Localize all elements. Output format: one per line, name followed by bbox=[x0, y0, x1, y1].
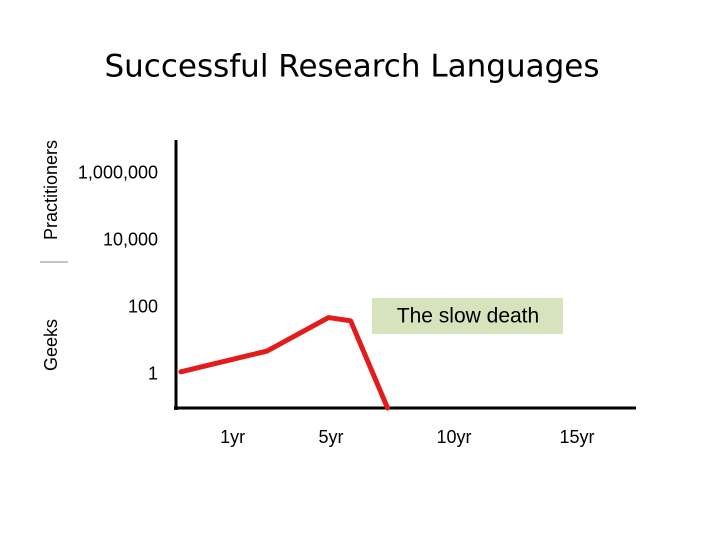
x-tick-label: 5yr bbox=[318, 427, 343, 447]
x-tick-label: 10yr bbox=[436, 427, 471, 447]
y-tick-label: 100 bbox=[128, 296, 158, 316]
y-group-label: Practitioners bbox=[41, 140, 61, 240]
line bbox=[178, 315, 391, 411]
x-tick-label: 1yr bbox=[220, 427, 245, 447]
y-tick-label: 1 bbox=[148, 363, 158, 383]
y-group-label: Geeks bbox=[41, 319, 61, 371]
annotation: The slow death bbox=[397, 305, 539, 328]
x-tick-label: 15yr bbox=[559, 427, 594, 447]
y-tick-label: 10,000 bbox=[103, 229, 158, 249]
y-tick-label: 1,000,000 bbox=[78, 162, 158, 182]
annotation-box bbox=[372, 298, 563, 334]
chart-title: Successful Research Languages bbox=[104, 49, 599, 85]
